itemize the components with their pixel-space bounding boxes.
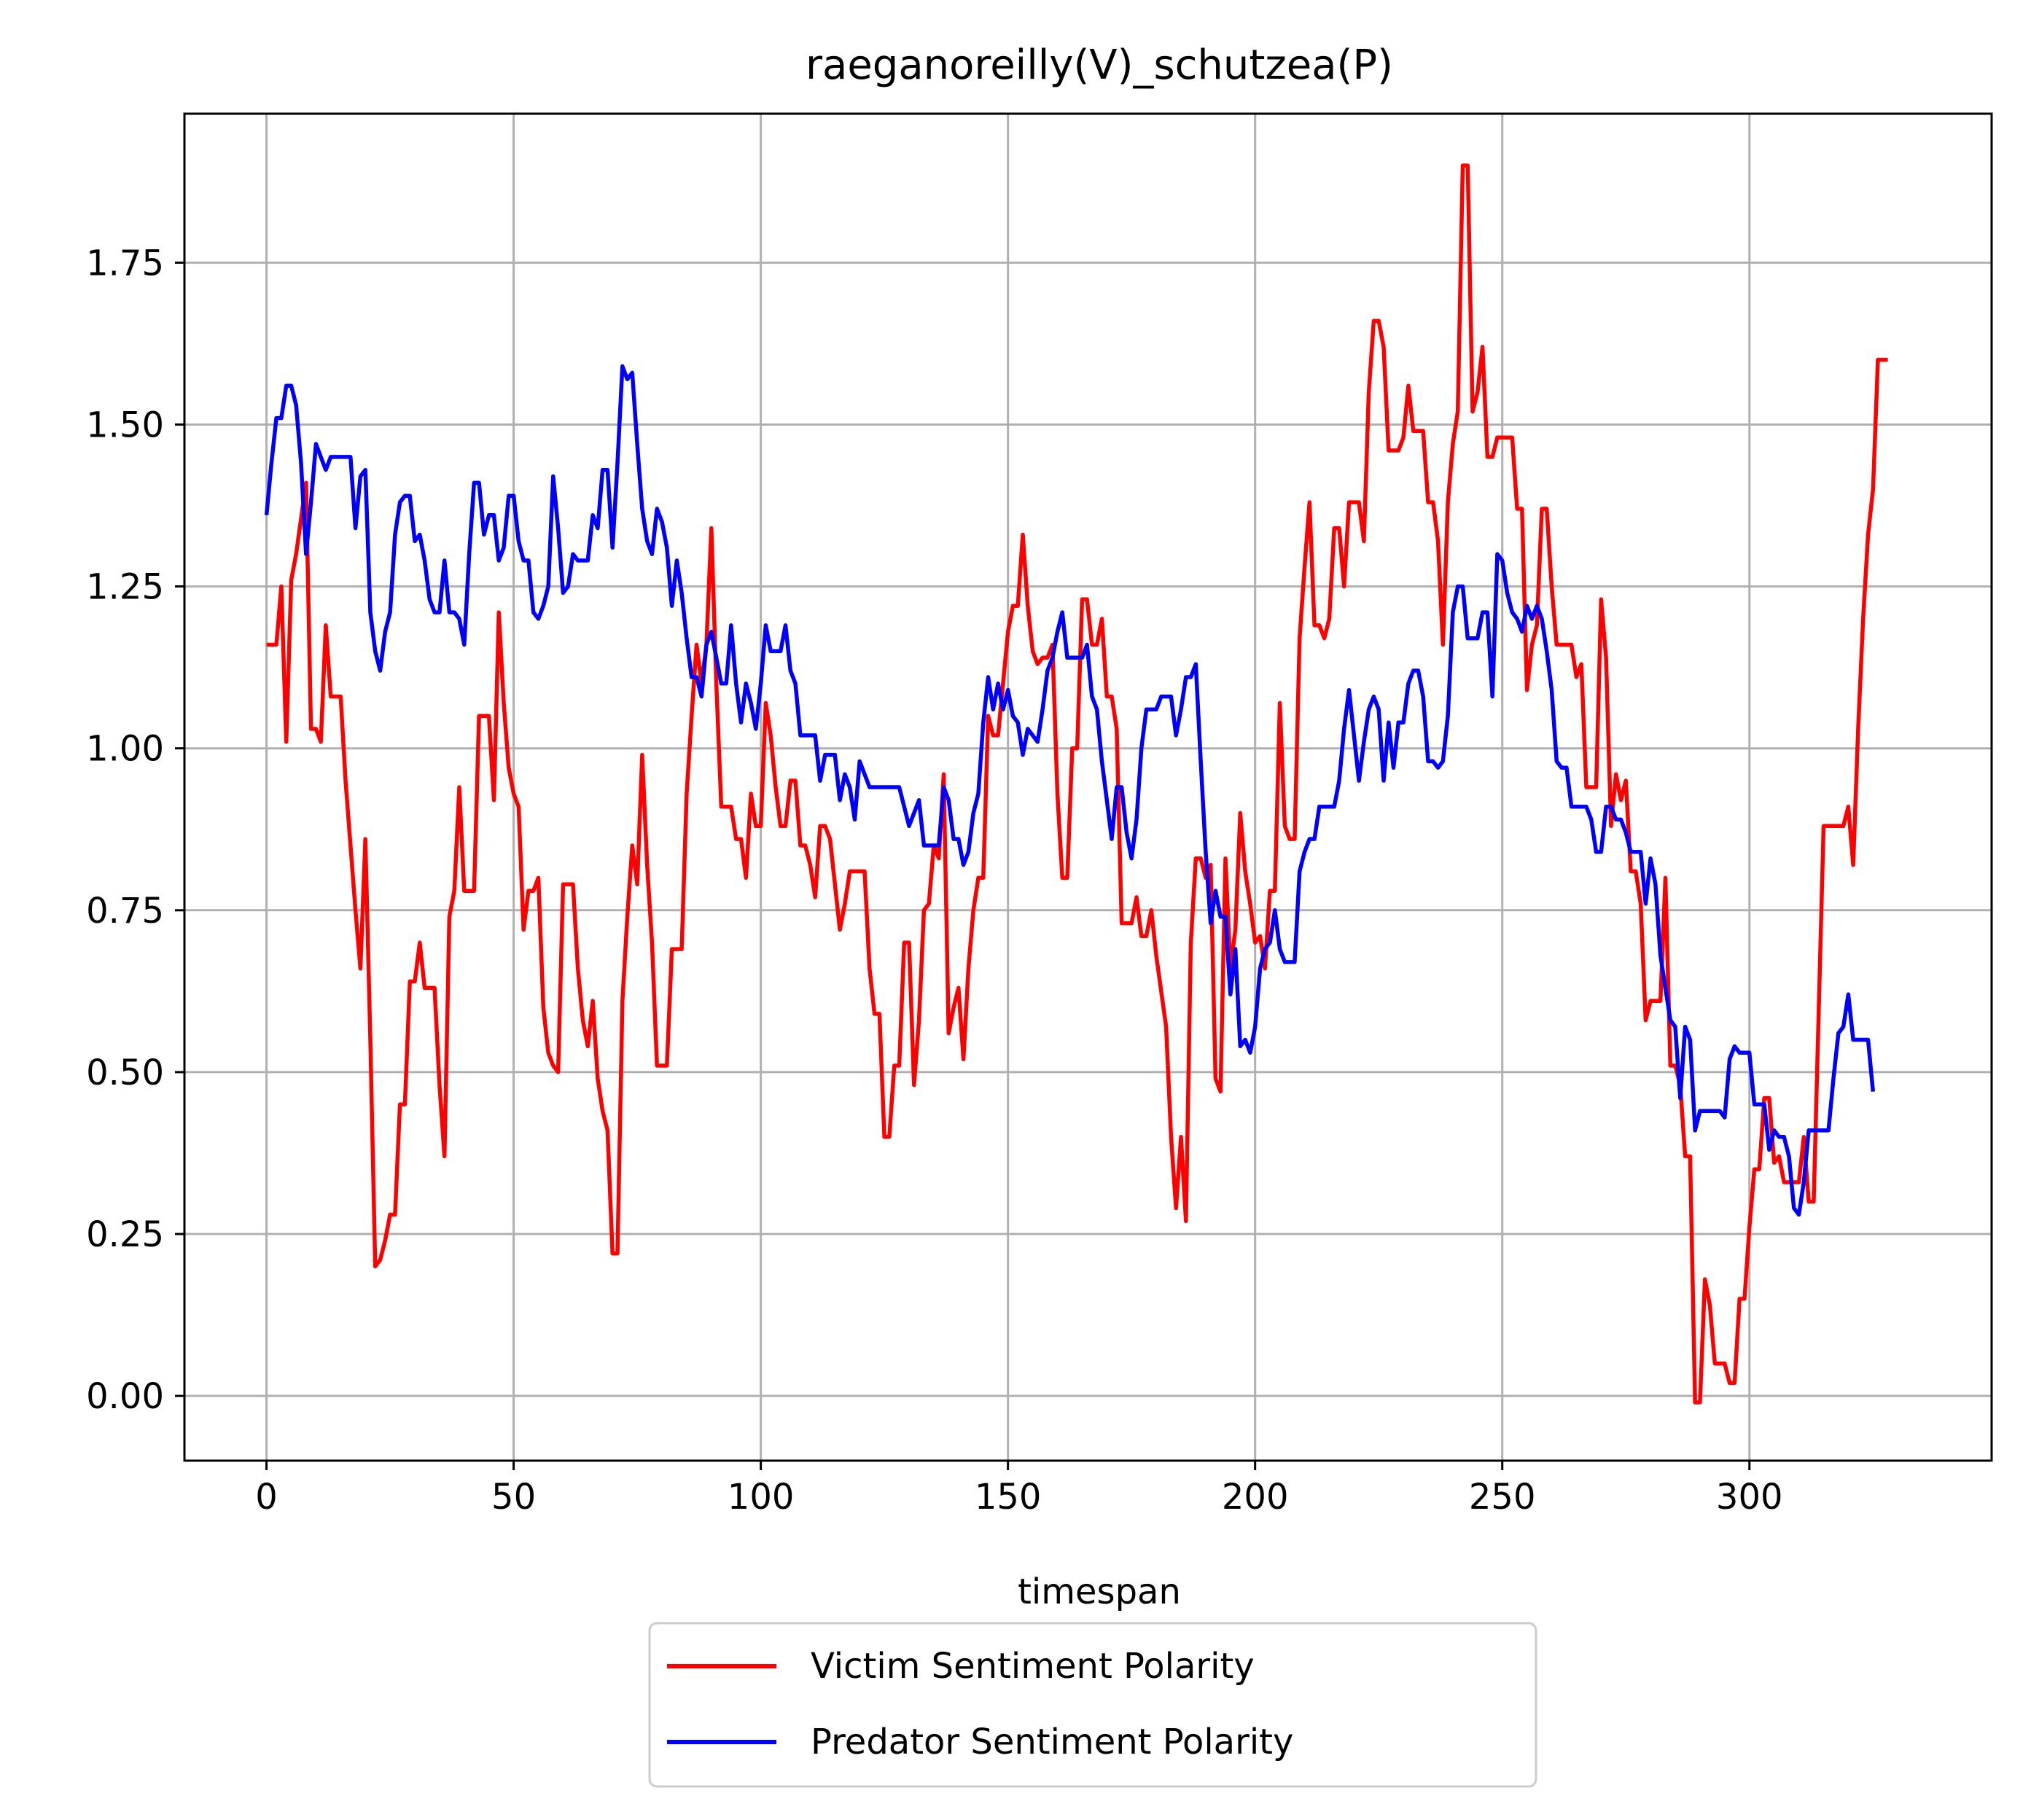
x-tick-label: 200 [1222,1477,1289,1518]
x-axis-label: timespan [1018,1571,1181,1612]
x-tick-label: 50 [491,1477,536,1518]
plot-frame [183,112,1993,1462]
legend-label-victim: Victim Sentiment Polarity [811,1646,1255,1687]
y-tick-label: 1.00 [86,729,164,770]
x-tick-label: 300 [1716,1477,1783,1518]
y-tick-label: 0.50 [86,1052,164,1093]
x-tick-label: 0 [255,1477,278,1518]
victim-sentiment-line [266,163,1888,1405]
y-tick-label: 1.25 [86,567,164,608]
y-tick-label: 0.25 [86,1214,164,1255]
legend-box [648,1622,1537,1788]
chart-title: raeganoreilly(V)_schutzea(P) [806,42,1393,89]
x-tick-label: 150 [975,1477,1042,1518]
legend-label-predator: Predator Sentiment Polarity [811,1722,1293,1762]
predator-sentiment-line [264,364,1876,1217]
y-tick-label: 0.75 [86,891,164,932]
x-tick-label: 100 [728,1477,795,1518]
legend: Victim Sentiment Polarity Predator Senti… [648,1622,1537,1788]
y-tick-label: 1.75 [86,243,164,284]
axis-ticks: 0 50 100 150 200 250 300 0.00 0.25 0.50 0.75 1.00 1.… [86,243,1782,1518]
x-tick-label: 250 [1469,1477,1536,1518]
y-tick-label: 0.00 [86,1376,164,1417]
series-lines [264,163,1888,1405]
y-tick-label: 1.50 [86,405,164,445]
